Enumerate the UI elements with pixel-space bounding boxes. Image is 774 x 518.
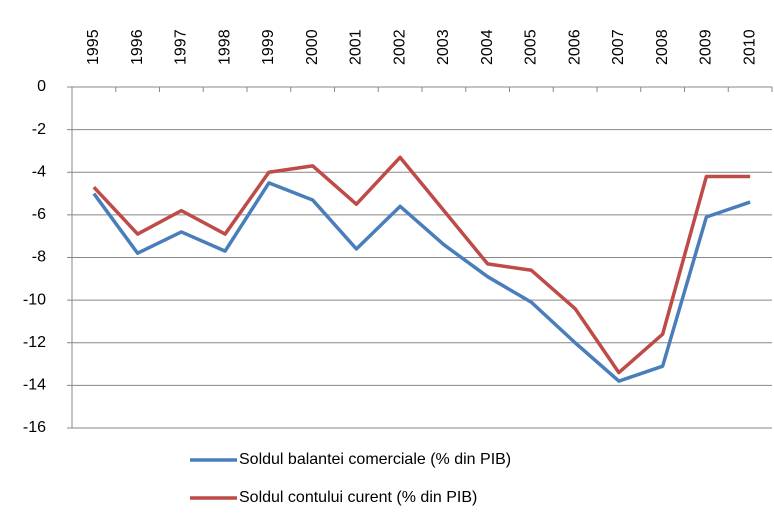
y-tick-label: -16 bbox=[23, 419, 46, 436]
y-tick-label: -6 bbox=[32, 206, 46, 223]
x-tick-label: 1999 bbox=[260, 29, 277, 65]
x-tick-label: 2010 bbox=[741, 29, 758, 65]
x-tick-label: 2005 bbox=[523, 29, 540, 65]
y-tick-label: -14 bbox=[23, 377, 46, 394]
x-tick-label: 2000 bbox=[304, 29, 321, 65]
x-tick-label: 2007 bbox=[610, 29, 627, 65]
x-tick-label: 2001 bbox=[348, 29, 365, 65]
x-tick-label: 2008 bbox=[654, 29, 671, 65]
x-tick-label: 1996 bbox=[129, 29, 146, 65]
legend-label: Soldul contului curent (% din PIB) bbox=[239, 489, 477, 506]
x-tick-label: 2006 bbox=[566, 29, 583, 65]
x-tick-label: 1995 bbox=[85, 29, 102, 65]
y-tick-label: -4 bbox=[32, 163, 46, 180]
y-tick-label: -10 bbox=[23, 291, 46, 308]
x-tick-label: 1997 bbox=[173, 29, 190, 65]
y-tick-label: -8 bbox=[32, 249, 46, 266]
x-tick-label: 2003 bbox=[435, 29, 452, 65]
y-tick-label: -12 bbox=[23, 334, 46, 351]
legend-label: Soldul balantei comerciale (% din PIB) bbox=[239, 451, 511, 468]
line-series bbox=[92, 155, 751, 375]
y-tick-label: -2 bbox=[32, 121, 46, 138]
x-tick-label: 2004 bbox=[479, 29, 496, 65]
y-tick-label: 0 bbox=[37, 78, 46, 95]
x-tick-label: 2009 bbox=[698, 29, 715, 65]
x-tick-label: 1998 bbox=[216, 29, 233, 65]
x-tick-label: 2002 bbox=[391, 29, 408, 65]
line-series bbox=[92, 181, 751, 383]
